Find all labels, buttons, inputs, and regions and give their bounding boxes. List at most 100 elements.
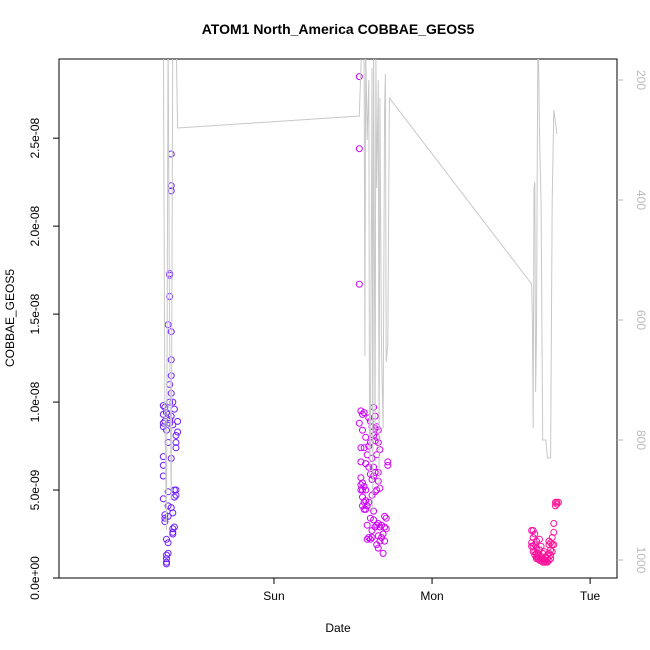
data-point-61 bbox=[174, 428, 182, 436]
axis-layer: Sun Mon Tue 0.0e+00 5.0e-09 1.0e-08 1.5e-08 2.0… bbox=[28, 70, 648, 603]
data-point-155 bbox=[531, 530, 539, 538]
data-point-89 bbox=[363, 502, 371, 510]
pressure-line bbox=[162, 59, 558, 531]
data-point-156 bbox=[531, 541, 539, 549]
y2-tick-label-1: 400 bbox=[634, 190, 648, 210]
data-point-67 bbox=[357, 444, 365, 452]
chart-title: ATOM1 North_America COBBAE_GEOS5 bbox=[202, 21, 475, 37]
data-point-72 bbox=[359, 410, 366, 418]
data-point-111 bbox=[370, 472, 378, 480]
data-point-146 bbox=[384, 458, 392, 466]
data-point-90 bbox=[363, 521, 371, 529]
y-tick-label-0: 0.0e+00 bbox=[28, 556, 42, 600]
data-point-147 bbox=[384, 461, 392, 469]
data-point-75 bbox=[359, 486, 366, 494]
data-point-197 bbox=[550, 520, 558, 527]
data-point-104 bbox=[368, 476, 376, 483]
y2-tick-label-4: 1000 bbox=[634, 547, 648, 574]
data-point-164 bbox=[534, 549, 542, 557]
data-point-113 bbox=[370, 516, 378, 524]
data-point-46 bbox=[169, 421, 177, 429]
data-point-59 bbox=[172, 491, 180, 499]
data-point-167 bbox=[536, 535, 543, 543]
data-point-47 bbox=[169, 509, 177, 517]
point-series bbox=[159, 73, 562, 568]
data-point-107 bbox=[368, 534, 376, 541]
data-point-19 bbox=[163, 560, 170, 568]
data-point-143 bbox=[381, 537, 389, 545]
data-point-36 bbox=[167, 182, 175, 190]
data-point-128 bbox=[374, 468, 382, 476]
data-point-192 bbox=[547, 551, 555, 559]
data-point-142 bbox=[381, 523, 389, 531]
data-point-74 bbox=[359, 479, 366, 487]
data-point-94 bbox=[365, 463, 373, 471]
data-point-26 bbox=[164, 539, 172, 547]
data-point-15 bbox=[163, 535, 170, 543]
data-point-83 bbox=[362, 433, 370, 441]
data-point-108 bbox=[370, 403, 378, 411]
data-point-0 bbox=[159, 402, 167, 410]
data-point-37 bbox=[167, 187, 175, 195]
data-point-7 bbox=[159, 495, 167, 503]
data-point-95 bbox=[365, 498, 373, 506]
data-point-38 bbox=[167, 328, 175, 336]
data-point-93 bbox=[365, 442, 373, 450]
data-point-78 bbox=[360, 409, 368, 417]
data-point-139 bbox=[379, 530, 387, 538]
data-point-25 bbox=[164, 512, 172, 520]
data-point-118 bbox=[371, 488, 379, 496]
y-tick-label-4: 2.0e-08 bbox=[28, 205, 42, 246]
data-point-133 bbox=[376, 446, 384, 454]
data-point-203 bbox=[553, 500, 561, 508]
y-tick-label-1: 5.0e-09 bbox=[28, 469, 42, 510]
data-point-87 bbox=[362, 505, 370, 513]
data-point-136 bbox=[376, 537, 384, 545]
x-tick-label-2: Tue bbox=[580, 589, 601, 603]
data-point-144 bbox=[382, 514, 390, 522]
data-point-135 bbox=[376, 523, 384, 531]
data-point-50 bbox=[169, 530, 177, 538]
data-point-51 bbox=[170, 405, 178, 413]
x-tick-label-0: Sun bbox=[263, 589, 284, 603]
data-point-196 bbox=[548, 548, 556, 556]
y-tick-label-5: 2.5e-08 bbox=[28, 117, 42, 158]
y-axis-title: COBBAE_GEOS5 bbox=[3, 269, 17, 367]
data-point-140 bbox=[379, 549, 387, 557]
data-point-204 bbox=[555, 498, 562, 506]
data-point-112 bbox=[370, 507, 378, 515]
data-point-117 bbox=[371, 468, 379, 476]
data-point-151 bbox=[529, 527, 537, 534]
data-point-134 bbox=[376, 484, 384, 492]
y-tick-label-3: 1.5e-08 bbox=[28, 293, 42, 334]
data-point-171 bbox=[537, 542, 545, 550]
data-point-56 bbox=[172, 439, 180, 446]
y2-tick-label-3: 800 bbox=[634, 430, 648, 450]
data-point-103 bbox=[368, 454, 376, 462]
data-point-122 bbox=[373, 451, 381, 459]
data-point-27 bbox=[164, 549, 172, 557]
data-point-55 bbox=[172, 432, 180, 439]
y2-tick-label-2: 600 bbox=[634, 310, 648, 330]
data-point-48 bbox=[169, 525, 177, 533]
data-point-92 bbox=[365, 414, 373, 422]
data-point-145 bbox=[382, 525, 390, 533]
data-point-54 bbox=[170, 523, 178, 531]
data-point-65 bbox=[355, 419, 363, 427]
data-point-68 bbox=[357, 458, 365, 466]
data-point-12 bbox=[161, 518, 169, 526]
data-point-57 bbox=[172, 444, 180, 452]
data-point-152 bbox=[529, 534, 537, 541]
data-point-96 bbox=[365, 534, 373, 541]
data-point-129 bbox=[374, 477, 382, 485]
data-point-79 bbox=[360, 444, 368, 452]
y2-tick-label-0: 200 bbox=[634, 70, 648, 90]
data-point-132 bbox=[374, 544, 382, 552]
series-layer bbox=[159, 59, 562, 568]
data-point-85 bbox=[362, 486, 370, 494]
data-point-58 bbox=[172, 486, 180, 494]
data-point-60 bbox=[174, 417, 182, 425]
x-tick-label-1: Mon bbox=[420, 589, 443, 603]
